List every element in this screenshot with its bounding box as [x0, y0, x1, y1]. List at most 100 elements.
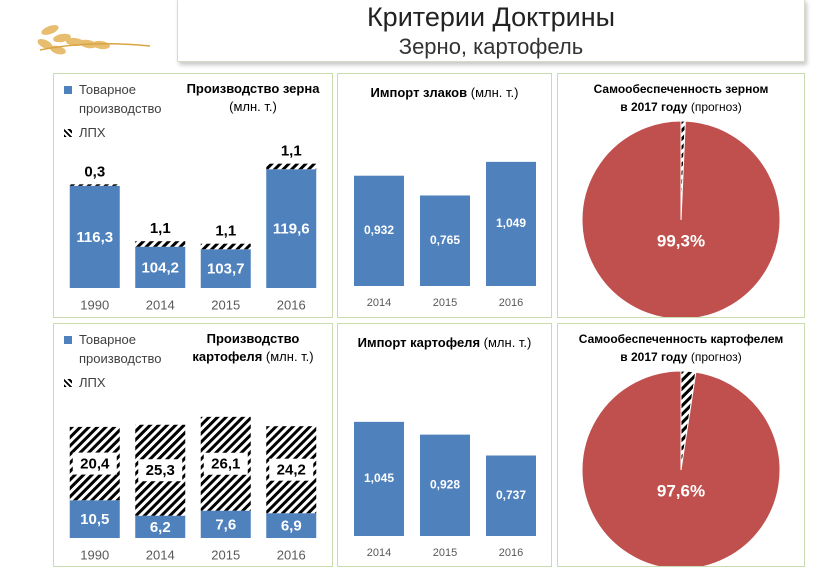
chart-title-block: Самообеспеченность зерном в 2017 году (пр…: [558, 80, 804, 116]
data-label: 0,928: [430, 477, 460, 491]
data-label-box: [138, 459, 183, 482]
x-tick-label: 2016: [277, 547, 306, 562]
data-label: 1,049: [496, 216, 526, 230]
data-label-box: [269, 458, 314, 481]
legend-swatch: [64, 86, 72, 94]
wheat-decoration: [37, 25, 151, 55]
legend-label: ЛПХ: [79, 125, 106, 140]
chart-panel: 99,3% Самообеспеченность зерном в 2017 год…: [557, 73, 805, 318]
bar-segment: [69, 185, 120, 288]
x-tick-label: 2016: [499, 297, 523, 309]
chart-title: Самообеспеченность зерном: [593, 82, 769, 96]
data-label: 20,4: [80, 456, 110, 473]
data-label: 26,1: [211, 456, 240, 473]
data-label: 1,045: [364, 471, 394, 485]
bar-segment: [266, 513, 317, 538]
legend-swatch: [64, 336, 72, 344]
data-label: 7,6: [215, 516, 236, 533]
bar: [354, 421, 404, 536]
bar-segment: [200, 243, 251, 250]
bar: [486, 455, 536, 536]
data-label: 0,737: [496, 488, 526, 502]
data-label: 104,2: [141, 259, 179, 276]
chart-title: Импорт картофеля: [357, 335, 481, 350]
legend-item: ЛПХ: [64, 123, 179, 142]
chart: 0,932 2014 0,765 2015 1,049 2016: [354, 161, 536, 309]
data-label: 0,3: [84, 163, 105, 180]
chart-title: в 2017 году: [620, 100, 688, 114]
x-tick-label: 2015: [211, 297, 240, 312]
chart-title-block: Производство картофеля (млн. т.): [184, 330, 322, 366]
x-tick-label: 1990: [80, 547, 109, 562]
data-label: 99,3%: [657, 231, 705, 250]
slide-subtitle: Зерно, картофель: [398, 34, 584, 59]
legend: Товарное производство ЛПХ: [64, 330, 179, 397]
data-label: 6,9: [281, 518, 302, 535]
legend-swatch: [64, 129, 72, 137]
slide-title: Критерии Доктрины: [366, 2, 616, 32]
chart-title: Импорт злаков: [370, 85, 468, 100]
bar: [354, 175, 404, 286]
data-label: 10,5: [80, 511, 109, 528]
data-label: 25,3: [146, 462, 175, 479]
x-tick-label: 2014: [146, 547, 175, 562]
chart-title: Производство картофеля: [192, 331, 300, 364]
data-label: 119,6: [273, 221, 310, 238]
chart-panel: 1990 10,5 20,4 2014 6,2 25,3 2015 7,6 26,1 2016 6,…: [53, 323, 333, 567]
bar-segment: [266, 163, 317, 170]
header-box: Критерии Доктрины Зерно, картофель: [177, 0, 805, 62]
chart-subtitle: (млн. т.): [229, 99, 277, 114]
chart-panel: 0,932 2014 0,765 2015 1,049 2016 Импорт злаков…: [337, 73, 552, 318]
data-label: 1,1: [215, 223, 236, 240]
x-tick-label: 2014: [367, 547, 391, 559]
chart-title: Производство зерна: [186, 81, 320, 96]
chart: 99,3%: [581, 120, 781, 317]
legend-label: ЛПХ: [79, 375, 106, 390]
chart-title: в 2017 году: [620, 350, 688, 364]
chart-subtitle: (млн. т.): [483, 335, 532, 350]
bar: [420, 195, 470, 286]
data-label: 6,2: [150, 519, 171, 536]
chart-title-block: Производство зерна (млн. т.): [184, 80, 322, 116]
bar-segment: [69, 184, 120, 186]
bar: [486, 161, 536, 286]
pie-slice: [581, 120, 781, 317]
legend-item: Товарное производство: [64, 330, 179, 368]
bar-segment: [200, 510, 251, 538]
chart-title: Самообеспеченность картофелем: [578, 332, 784, 346]
chart-title-block: Импорт картофеля (млн. т.): [338, 334, 551, 352]
chart: 97,6%: [581, 370, 781, 566]
legend-label: Товарное производство: [79, 332, 162, 366]
chart-panel: 97,6% Самообеспеченность картофелем в 2017…: [557, 323, 805, 567]
chart: 1990 10,5 20,4 2014 6,2 25,3 2015 7,6 26,1 2016 6,…: [69, 416, 317, 562]
x-tick-label: 2015: [433, 297, 457, 309]
chart-panel: 1990 116,3 0,3 2014 104,2 1,1 2015 103,7 1,1 2016…: [53, 73, 333, 318]
legend-item: ЛПХ: [64, 373, 179, 392]
data-label-box: [72, 452, 117, 475]
chart: 1,045 2014 0,928 2015 0,737 2016: [354, 421, 536, 559]
chart-subtitle: (млн. т.): [470, 85, 519, 100]
bar-segment: [135, 515, 186, 538]
x-tick-label: 1990: [80, 297, 109, 312]
bar-segment: [266, 169, 317, 288]
x-tick-label: 2014: [146, 297, 175, 312]
x-tick-label: 2015: [211, 547, 240, 562]
bar-segment: [135, 246, 186, 288]
pie-slice: [581, 370, 781, 566]
chart-subtitle: (прогноз): [690, 350, 742, 364]
legend-label: Товарное производство: [79, 82, 162, 116]
x-tick-label: 2016: [277, 297, 306, 312]
data-label: 97,6%: [657, 481, 705, 500]
x-tick-label: 2016: [499, 547, 523, 559]
bar-segment: [69, 500, 120, 538]
data-label: 103,7: [207, 261, 245, 278]
chart: 1990 116,3 0,3 2014 104,2 1,1 2015 103,7 1,1 2016…: [69, 143, 317, 312]
data-label: 1,1: [281, 143, 302, 160]
legend-swatch: [64, 379, 72, 387]
data-label-box: [203, 452, 248, 475]
data-label: 0,932: [364, 223, 394, 237]
bar-segment: [200, 249, 251, 288]
chart-panel: 1,045 2014 0,928 2015 0,737 2016 Импорт картоф…: [337, 323, 552, 567]
bar-segment: [135, 241, 186, 247]
